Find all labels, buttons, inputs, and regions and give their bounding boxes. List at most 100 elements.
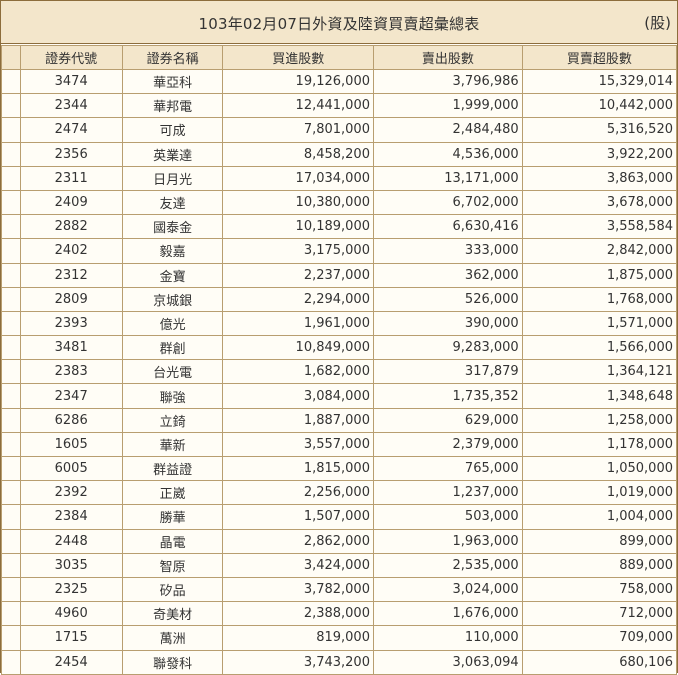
buy-shares-cell: 3,743,200 <box>222 649 374 675</box>
buy-shares-cell: 2,294,000 <box>222 286 374 312</box>
table-row: 1605 華新 3,557,000 2,379,000 1,178,000 <box>1 431 678 458</box>
stock-name-cell: 可成 <box>121 117 224 143</box>
net-shares-cell: 1,019,000 <box>521 480 678 506</box>
table-row: 2347 聯強 3,084,000 1,735,352 1,348,648 <box>1 383 678 409</box>
table-row: 2454 聯發科 3,743,200 3,063,094 680,106 <box>1 649 678 675</box>
stock-code-cell: 2344 <box>19 93 123 119</box>
net-shares-cell: 1,571,000 <box>521 310 678 337</box>
net-shares-cell: 3,558,584 <box>521 214 678 240</box>
sell-shares-cell: 1,963,000 <box>372 528 523 554</box>
stock-code-cell: 2311 <box>19 165 123 191</box>
sell-shares-cell: 503,000 <box>372 504 523 530</box>
row-spacer <box>1 117 21 143</box>
table-row: 2383 台光電 1,682,000 317,879 1,364,121 <box>1 359 678 385</box>
stock-name-cell: 晶電 <box>121 528 224 554</box>
row-spacer <box>1 165 21 191</box>
net-shares-cell: 709,000 <box>521 625 678 651</box>
net-shares-cell: 3,863,000 <box>521 165 678 191</box>
net-shares-cell: 1,004,000 <box>521 504 678 530</box>
stock-code-cell: 3474 <box>19 68 123 95</box>
header-buy-shares: 買進股數 <box>222 45 374 70</box>
net-shares-cell: 1,566,000 <box>521 335 678 361</box>
sell-shares-cell: 2,379,000 <box>372 431 523 458</box>
stock-name-cell: 華邦電 <box>121 93 224 119</box>
stock-code-cell: 3035 <box>19 552 123 578</box>
net-shares-cell: 1,768,000 <box>521 286 678 312</box>
sell-shares-cell: 317,879 <box>372 359 523 385</box>
stock-code-cell: 2356 <box>19 141 123 167</box>
stock-name-cell: 金寶 <box>121 262 224 288</box>
buy-shares-cell: 8,458,200 <box>222 141 374 167</box>
buy-shares-cell: 10,380,000 <box>222 189 374 216</box>
stock-code-cell: 6005 <box>19 455 123 482</box>
stock-name-cell: 勝華 <box>121 504 224 530</box>
table-row: 2356 英業達 8,458,200 4,536,000 3,922,200 <box>1 141 678 167</box>
sell-shares-cell: 3,063,094 <box>372 649 523 675</box>
stock-code-cell: 3481 <box>19 335 123 361</box>
stock-code-cell: 2393 <box>19 310 123 337</box>
stock-code-cell: 2347 <box>19 383 123 409</box>
net-shares-cell: 1,348,648 <box>521 383 678 409</box>
stock-code-cell: 2383 <box>19 359 123 385</box>
buy-shares-cell: 3,557,000 <box>222 431 374 458</box>
stock-name-cell: 聯發科 <box>121 649 224 675</box>
header-stock-name: 證券名稱 <box>121 45 224 70</box>
table-row: 2809 京城銀 2,294,000 526,000 1,768,000 <box>1 286 678 312</box>
stock-name-cell: 台光電 <box>121 359 224 385</box>
stock-code-cell: 2882 <box>19 214 123 240</box>
page-title: 103年02月07日外資及陸資買賣超彙總表 <box>198 15 480 33</box>
table-row: 3035 智原 3,424,000 2,535,000 889,000 <box>1 552 678 578</box>
row-spacer <box>1 601 21 627</box>
sell-shares-cell: 9,283,000 <box>372 335 523 361</box>
net-shares-cell: 1,875,000 <box>521 262 678 288</box>
sell-shares-cell: 2,484,480 <box>372 117 523 143</box>
sell-shares-cell: 6,702,000 <box>372 189 523 216</box>
net-shares-cell: 5,316,520 <box>521 117 678 143</box>
table-row: 2882 國泰金 10,189,000 6,630,416 3,558,584 <box>1 214 678 240</box>
stock-name-cell: 日月光 <box>121 165 224 191</box>
stock-name-cell: 正崴 <box>121 480 224 506</box>
stock-name-cell: 國泰金 <box>121 214 224 240</box>
stock-name-cell: 群創 <box>121 335 224 361</box>
row-spacer <box>1 189 21 216</box>
sell-shares-cell: 526,000 <box>372 286 523 312</box>
table-body: 3474 華亞科 19,126,000 3,796,986 15,329,014 2344… <box>1 68 678 675</box>
stock-name-cell: 矽品 <box>121 576 224 603</box>
net-shares-cell: 1,364,121 <box>521 359 678 385</box>
buy-shares-cell: 2,256,000 <box>222 480 374 506</box>
row-spacer <box>1 68 21 95</box>
sell-shares-cell: 6,630,416 <box>372 214 523 240</box>
buy-shares-cell: 1,887,000 <box>222 407 374 433</box>
row-spacer <box>1 214 21 240</box>
net-shares-cell: 712,000 <box>521 601 678 627</box>
buy-shares-cell: 819,000 <box>222 625 374 651</box>
header-stock-code: 證券代號 <box>19 45 123 70</box>
buy-shares-cell: 10,849,000 <box>222 335 374 361</box>
stock-code-cell: 2312 <box>19 262 123 288</box>
stock-name-cell: 聯強 <box>121 383 224 409</box>
sell-shares-cell: 362,000 <box>372 262 523 288</box>
table-row: 3481 群創 10,849,000 9,283,000 1,566,000 <box>1 335 678 361</box>
sell-shares-cell: 333,000 <box>372 238 523 264</box>
row-spacer <box>1 310 21 337</box>
net-shares-cell: 15,329,014 <box>521 68 678 95</box>
stock-name-cell: 群益證 <box>121 455 224 482</box>
stock-code-cell: 1605 <box>19 431 123 458</box>
table-row: 2392 正崴 2,256,000 1,237,000 1,019,000 <box>1 480 678 506</box>
row-spacer <box>1 262 21 288</box>
buy-shares-cell: 2,388,000 <box>222 601 374 627</box>
buy-shares-cell: 7,801,000 <box>222 117 374 143</box>
title-bar: 103年02月07日外資及陸資買賣超彙總表 (股) <box>1 1 677 44</box>
net-buy-sell-table: 證券代號 證券名稱 買進股數 賣出股數 買賣超股數 3474 華亞科 19,126,… <box>1 45 678 675</box>
stock-code-cell: 2392 <box>19 480 123 506</box>
stock-name-cell: 萬洲 <box>121 625 224 651</box>
table-row: 6005 群益證 1,815,000 765,000 1,050,000 <box>1 455 678 482</box>
row-spacer <box>1 335 21 361</box>
sell-shares-cell: 13,171,000 <box>372 165 523 191</box>
table-row: 2325 矽品 3,782,000 3,024,000 758,000 <box>1 576 678 603</box>
row-spacer <box>1 141 21 167</box>
row-spacer <box>1 625 21 651</box>
table-row: 2311 日月光 17,034,000 13,171,000 3,863,000 <box>1 165 678 191</box>
unit-label: (股) <box>644 14 671 32</box>
